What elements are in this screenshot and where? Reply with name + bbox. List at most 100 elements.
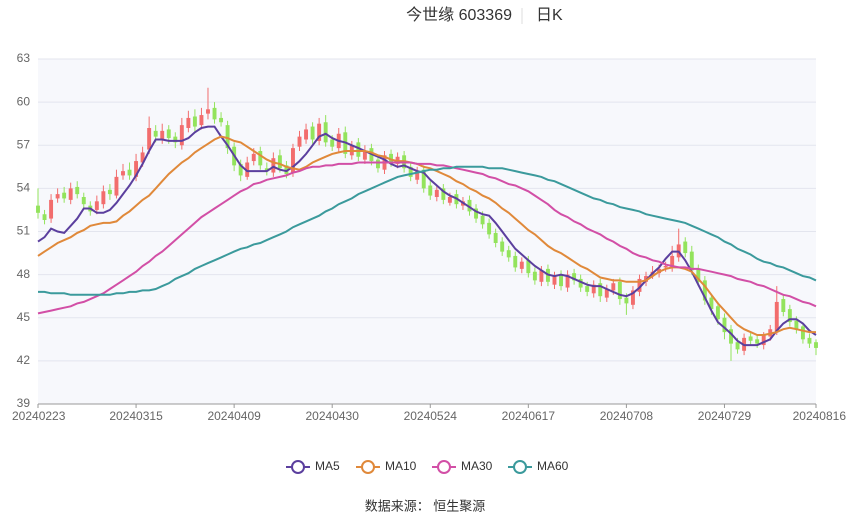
legend-label[interactable]: MA5 [315,459,340,473]
candle-body [689,251,694,271]
legend-label[interactable]: MA10 [385,459,417,473]
candle-body [807,337,812,344]
candle-body [755,339,760,344]
candle-body [408,166,413,177]
candle-body [500,241,505,252]
candle-body [474,208,478,219]
candle-body [604,289,609,298]
candle-body [55,194,60,199]
candle-body [36,205,40,213]
candle-body [304,129,309,140]
candle-body [264,168,269,172]
candle-body [199,115,204,126]
candle-body [225,125,230,149]
candle-body [617,281,622,300]
candle-body [559,274,563,287]
legend-icon[interactable] [437,460,451,474]
candle-body [245,162,250,177]
candle-body [251,153,256,162]
candle-body [493,232,498,243]
x-tick-label: 20240223 [12,409,66,423]
legend-icon[interactable] [291,460,305,474]
candle-body [532,271,537,281]
candle-body [238,163,243,176]
candle-body [722,317,727,333]
candle-body [186,117,191,128]
x-tick-label: 20240617 [502,409,556,423]
candle-body [748,336,753,341]
candle-body [68,188,73,200]
candle-body [121,171,125,176]
candle-body [702,280,707,301]
candle-body [362,151,367,160]
candle-body [781,299,786,312]
y-tick-label: 57 [17,137,31,151]
chart-subtitle: 日K [536,7,563,24]
ma-line [37,125,817,347]
candle-body [663,266,668,268]
candle-body [173,136,178,143]
candle-body [794,320,799,330]
candle-body [147,128,152,150]
candle-body [591,284,596,294]
candle-body [715,306,720,320]
candle-body [428,185,433,196]
candle-body [389,153,394,163]
candle-body [323,122,328,143]
candle-body [127,169,132,176]
candle-body [62,192,67,199]
ma-line [37,161,817,315]
candle-body [761,335,766,346]
candle-body [107,189,112,195]
candle-body [114,176,119,196]
y-tick-label: 42 [17,353,31,367]
legend-icon[interactable] [513,460,527,474]
candle-body [787,309,792,323]
candle-body [683,241,688,254]
y-tick-label: 48 [17,267,31,281]
candle-body [611,283,616,291]
candle-body [219,117,224,123]
candle-body [467,199,472,212]
candle-body [735,342,740,350]
candle-body [271,158,276,173]
candle-body [434,189,439,197]
x-tick-label: 20240315 [109,409,163,423]
candle-body [598,283,603,297]
candle-body [179,125,184,146]
candle-body [487,222,492,235]
candle-body [75,186,80,195]
x-tick-label: 20240409 [207,409,261,423]
ma-line [38,165,817,296]
candle-body [212,107,217,120]
chart-title: 今世缘 603369 [406,6,512,24]
candle-body [800,326,805,340]
candle-body [552,276,557,285]
candle-body [447,197,452,203]
candle-body [297,136,302,147]
candle-body [192,116,197,127]
candle-body [206,109,210,114]
x-tick-label: 20240430 [306,409,360,423]
legend-icon[interactable] [361,460,375,474]
x-tick-label: 20240524 [404,409,458,423]
candle-body [166,129,171,139]
candle-body [572,273,577,281]
candle-body [630,290,635,305]
candle-body [441,188,446,200]
y-tick-label: 39 [17,396,31,410]
x-tick-label: 20240708 [600,409,654,423]
y-tick-label: 54 [17,181,31,195]
candle-body [565,274,570,288]
candle-body [277,155,282,169]
y-tick-label: 51 [17,224,31,238]
candle-body [284,165,289,174]
candle-body [310,126,315,140]
legend-label[interactable]: MA60 [537,459,569,473]
candle-body [709,297,714,310]
candle-body [526,260,531,274]
legend-label[interactable]: MA30 [461,459,493,473]
y-tick-label: 60 [17,94,31,108]
candle-body [774,301,779,333]
